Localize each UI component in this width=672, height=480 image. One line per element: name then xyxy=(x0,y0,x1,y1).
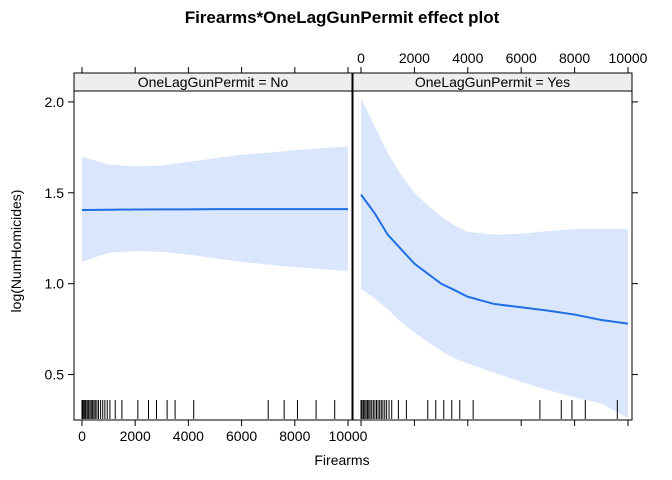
panel-1: OneLagGunPermit = No 0 2000 4000 6000 8000 100… xyxy=(73,67,368,444)
y-tick-label: 0.5 xyxy=(45,367,65,383)
x-axis-title: Firearms xyxy=(314,452,369,468)
strip-label: OneLagGunPermit = No xyxy=(138,74,289,90)
x-tick-label: 10000 xyxy=(609,50,648,66)
x-tick-label: 0 xyxy=(78,428,86,444)
x-tick-label: 8000 xyxy=(559,50,590,66)
x-tick-label: 2000 xyxy=(399,50,430,66)
x-tick-label: 6000 xyxy=(506,50,537,66)
fit-line xyxy=(81,208,349,212)
chart-title: Firearms*OneLagGunPermit effect plot xyxy=(185,8,500,27)
plot-layer: OneLagGunPermit = No 0 2000 4000 6000 8000 100… xyxy=(45,50,648,444)
y-axis-title: log(NumHomicides) xyxy=(8,190,24,313)
y-tick-label: 2.0 xyxy=(45,94,65,110)
y-tick-label: 1.5 xyxy=(45,185,65,201)
x-tick-label: 6000 xyxy=(226,428,257,444)
strip-label: OneLagGunPermit = Yes xyxy=(415,74,570,90)
panel-border xyxy=(73,72,353,421)
x-tick-label: 10000 xyxy=(329,428,368,444)
panel-border xyxy=(352,72,633,421)
x-tick-label: 4000 xyxy=(173,428,204,444)
x-tick-label: 2000 xyxy=(120,428,151,444)
confidence-band xyxy=(361,98,628,419)
y-tick-label: 1.0 xyxy=(45,276,65,292)
fit-line xyxy=(360,194,629,325)
x-tick-label: 4000 xyxy=(452,50,483,66)
panel-2: OneLagGunPermit = Yes 0 2000 4000 6000 8000 10… xyxy=(352,50,648,426)
x-tick-label: 8000 xyxy=(279,428,310,444)
x-tick-label: 0 xyxy=(357,50,365,66)
